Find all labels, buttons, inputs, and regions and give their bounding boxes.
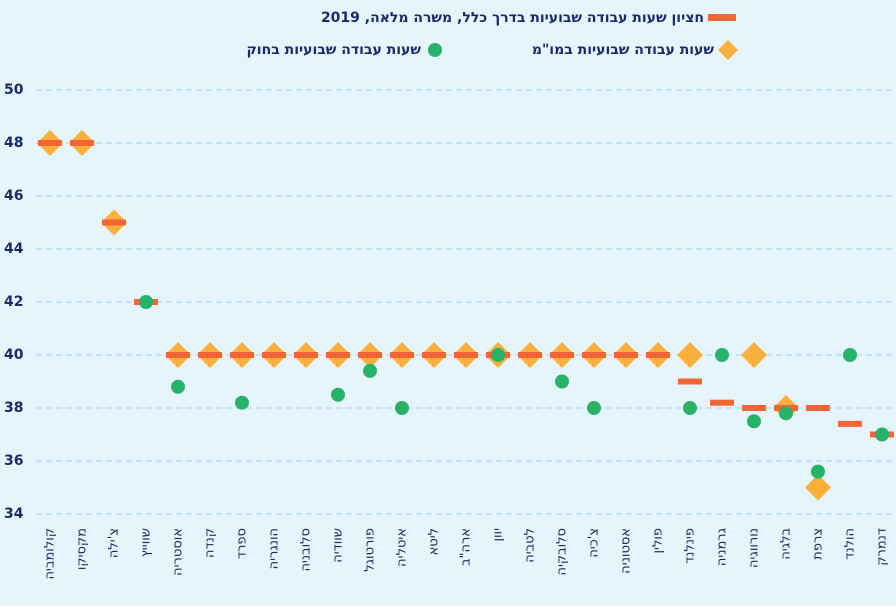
x-tick-label: שווייץ [139,528,154,557]
x-tick-label: נורווגיה [747,528,762,568]
y-tick-label: 40 [4,347,24,363]
legend-swatch [428,43,442,57]
x-tick-label: דנמרק [875,528,890,566]
legal-marker [875,427,889,442]
median-marker [38,140,62,146]
median-marker [838,420,862,427]
median-marker [582,352,606,358]
x-tick-label: צ'כיה [587,528,602,558]
legend-label: שעות עבודה שבועיות במו"מ [532,42,715,58]
x-tick-label: הולנד [843,528,858,560]
median-marker [454,352,478,358]
legal-marker [811,464,825,479]
legal-marker [587,401,601,415]
median-marker [806,405,830,411]
median-marker [390,352,414,358]
legal-marker [683,401,697,415]
x-tick-label: סלובקיה [555,528,570,576]
legal-marker [747,414,761,429]
agreement-marker [805,474,831,501]
y-tick-label: 48 [4,135,23,151]
median-marker [550,352,574,358]
y-tick-label: 42 [4,294,23,310]
x-tick-label: ספרד [235,528,250,559]
x-tick-label: מקסיקו [75,528,90,570]
agreement-marker [677,342,703,368]
median-marker [358,352,382,358]
median-marker [294,352,318,358]
median-marker [230,352,254,358]
median-marker [166,352,190,358]
median-marker [262,352,286,358]
legal-marker [555,374,569,389]
x-tick-label: יוון [491,528,506,542]
median-marker [198,352,222,358]
y-tick-label: 46 [4,188,23,204]
legal-marker [491,348,505,362]
y-tick-label: 34 [4,506,24,522]
legal-marker [363,363,377,378]
legal-marker [139,295,153,309]
legend-label: שעות עבודה שבועיות בחוק [247,42,422,58]
x-tick-label: קולומביה [43,528,58,579]
median-marker [742,405,766,411]
x-tick-label: פורטוגל [363,528,378,572]
legal-marker [779,406,793,421]
legal-marker [395,401,409,415]
legal-marker [235,395,249,410]
legend-label: חציון שעות עבודה שבועיות בדרך כלל, משרה … [321,10,704,26]
x-tick-label: צ'ילה [107,528,122,558]
x-tick-label: אוסטריה [171,528,186,576]
legend-swatch [708,14,736,21]
median-marker [102,219,126,226]
median-marker [422,352,446,358]
agreement-marker [741,342,767,368]
x-tick-label: פינלנד [683,528,698,564]
median-marker [326,352,350,358]
median-marker [646,352,670,358]
x-tick-label: גרמניה [715,528,730,566]
x-tick-label: אסטוניה [619,528,634,574]
median-marker [70,140,94,146]
x-tick-label: ליטא [427,528,442,555]
x-tick-label: ארה"ב [459,528,474,566]
median-marker [678,378,702,385]
legal-marker [843,348,857,362]
x-tick-label: איטליה [395,528,410,567]
x-tick-label: שוודיה [331,528,346,563]
median-marker [710,399,734,406]
legal-marker [715,348,729,362]
y-tick-label: 50 [4,82,24,98]
y-tick-label: 44 [4,241,24,257]
x-tick-label: לטביה [523,528,538,563]
x-tick-label: בלגיה [779,528,794,560]
x-tick-label: הונגריה [267,528,282,569]
y-tick-label: 38 [4,400,23,416]
legal-marker [171,379,185,394]
y-tick-label: 36 [4,453,23,469]
x-tick-label: פולין [651,528,666,554]
x-tick-label: סלובניה [299,528,314,572]
median-marker [518,352,542,358]
x-tick-label: צרפת [811,528,826,560]
median-marker [614,352,638,358]
legal-marker [331,387,345,402]
x-tick-label: קנדה [203,528,218,558]
legend-swatch [718,40,738,60]
